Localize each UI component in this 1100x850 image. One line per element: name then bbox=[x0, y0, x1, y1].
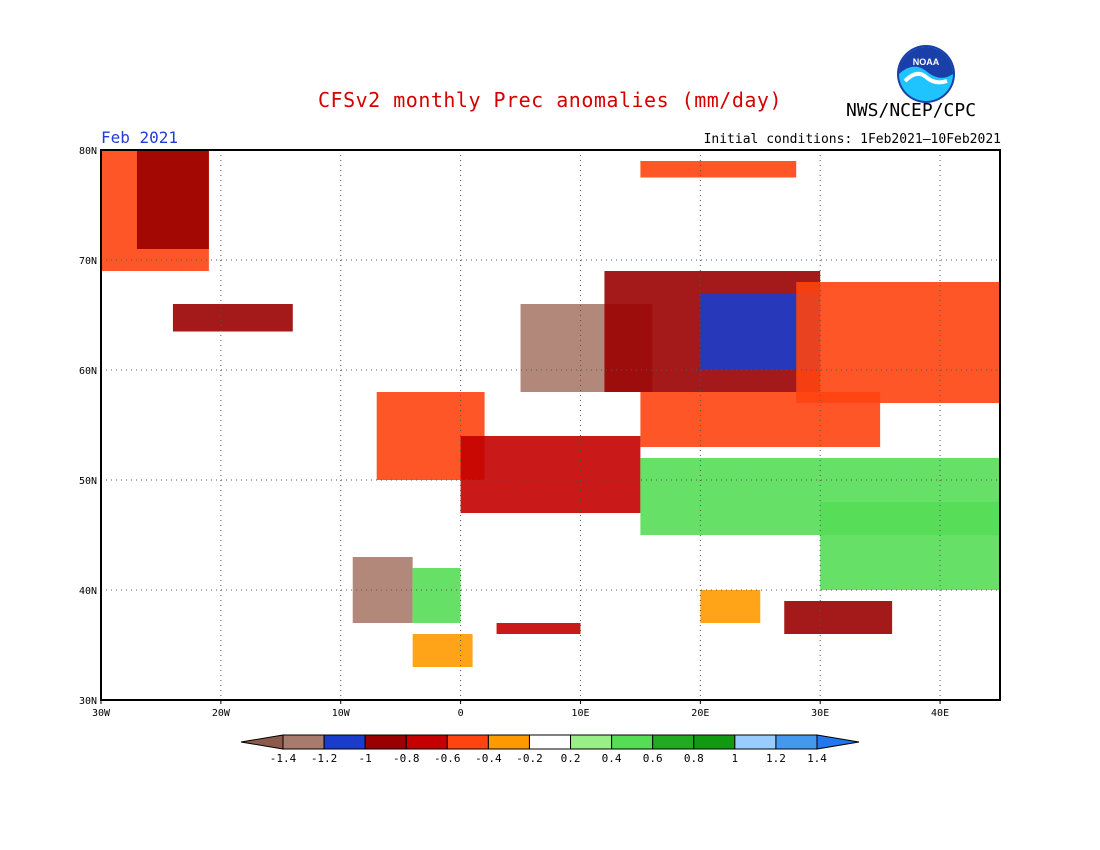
lat-tick-label: 80N bbox=[79, 146, 97, 157]
colorbar-box bbox=[693, 734, 736, 750]
month-label: Feb 2021 bbox=[101, 128, 179, 147]
colorbar-label: 1.4 bbox=[807, 752, 827, 765]
colorbar-label: -1 bbox=[359, 752, 372, 765]
colorbar-label: 1 bbox=[732, 752, 739, 765]
colorbar-label: 0.8 bbox=[684, 752, 704, 765]
anomaly-region bbox=[460, 436, 641, 513]
anomaly-region bbox=[640, 392, 881, 447]
colorbar-box bbox=[487, 734, 530, 750]
colorbar-box bbox=[734, 734, 777, 750]
anomaly-region bbox=[412, 568, 461, 623]
lat-tick-label: 60N bbox=[79, 366, 97, 377]
colorbar-box bbox=[652, 734, 695, 750]
colorbar-label: 0.2 bbox=[561, 752, 581, 765]
colorbar-label: 0.6 bbox=[643, 752, 663, 765]
colorbar-box bbox=[611, 734, 654, 750]
agency-label: NWS/NCEP/CPC bbox=[846, 100, 977, 121]
lon-tick-label: 30E bbox=[811, 708, 829, 719]
lat-tick-label: 50N bbox=[79, 476, 97, 487]
anomaly-region bbox=[172, 304, 293, 332]
lon-tick-label: 40E bbox=[931, 708, 949, 719]
colorbar-box bbox=[282, 734, 325, 750]
anomaly-region bbox=[820, 502, 1000, 590]
colorbar-box bbox=[323, 734, 366, 750]
anomaly-region bbox=[796, 282, 1000, 403]
colorbar-box bbox=[570, 734, 613, 750]
colorbar-label: -1.4 bbox=[270, 752, 297, 765]
lon-tick-label: 10E bbox=[571, 708, 589, 719]
lon-tick-label: 20E bbox=[691, 708, 709, 719]
colorbar-box bbox=[775, 734, 818, 750]
noaa-logo: NOAA bbox=[897, 45, 955, 103]
colorbar-label: -0.6 bbox=[434, 752, 461, 765]
colorbar-label: -0.8 bbox=[393, 752, 420, 765]
colorbar-arrow-low bbox=[240, 734, 284, 750]
colorbar-label: -0.4 bbox=[475, 752, 502, 765]
lon-tick-label: 20W bbox=[212, 708, 231, 719]
colorbar-box bbox=[405, 734, 448, 750]
colorbar-box bbox=[364, 734, 407, 750]
lon-tick-label: 30W bbox=[92, 708, 111, 719]
lon-tick-label: 10W bbox=[332, 708, 351, 719]
colorbar-label: 0.4 bbox=[602, 752, 622, 765]
colorbar-box bbox=[446, 734, 489, 750]
anomaly-region bbox=[412, 634, 473, 667]
lat-tick-label: 70N bbox=[79, 256, 97, 267]
map-title: CFSv2 monthly Prec anomalies (mm/day) bbox=[317, 88, 783, 112]
map-frame bbox=[100, 149, 1001, 701]
lon-tick-label: 0 bbox=[458, 708, 464, 719]
colorbar-box bbox=[528, 734, 572, 750]
colorbar-label: -1.2 bbox=[311, 752, 338, 765]
lat-tick-label: 40N bbox=[79, 586, 97, 597]
lat-tick-label: 30N bbox=[79, 696, 97, 707]
initial-conditions-label: Initial conditions: 1Feb2021–10Feb2021 bbox=[703, 132, 1001, 147]
anomaly-region bbox=[352, 557, 413, 623]
colorbar-label: -0.2 bbox=[516, 752, 543, 765]
anomaly-region bbox=[496, 623, 581, 634]
anomaly-region bbox=[700, 590, 761, 623]
anomaly-region bbox=[784, 601, 893, 634]
colorbar-arrow-high bbox=[816, 734, 860, 750]
anomaly-region bbox=[640, 161, 797, 178]
anomaly-region bbox=[136, 150, 209, 249]
colorbar-label: 1.2 bbox=[766, 752, 786, 765]
svg-text:NOAA: NOAA bbox=[913, 57, 940, 67]
